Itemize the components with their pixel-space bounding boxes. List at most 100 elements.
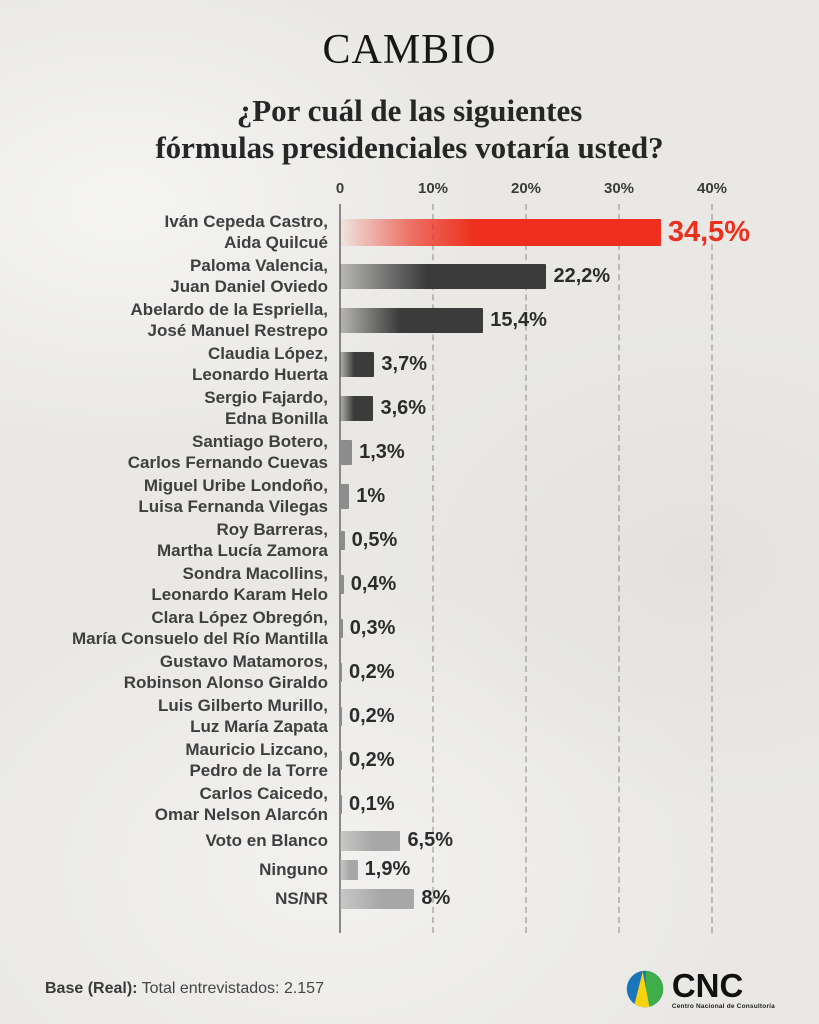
chart-row: Miguel Uribe Londoño, Luisa Fernanda Vile… <box>0 474 819 518</box>
bar-area: 15,4% <box>340 307 819 333</box>
bar <box>340 307 484 333</box>
base-note: Base (Real): Total entrevistados: 2.157 <box>45 980 324 998</box>
candidate-label: Claudia López, Leonardo Huerta <box>0 343 340 385</box>
candidate-label: Voto en Blanco <box>0 830 340 851</box>
candidate-label: NS/NR <box>0 888 340 909</box>
bar <box>340 618 343 638</box>
bar-area: 0,2% <box>340 661 819 684</box>
chart-row: Paloma Valencia, Juan Daniel Oviedo 22,2% <box>0 254 819 298</box>
value-label: 1,9% <box>364 858 411 881</box>
bar <box>340 483 350 509</box>
candidate-label-line: Carlos Caicedo, <box>199 784 329 804</box>
x-tick-0: 0 <box>335 180 345 198</box>
y-axis-line <box>339 204 341 934</box>
candidate-label: Miguel Uribe Londoño, Luisa Fernanda Vile… <box>0 475 340 517</box>
candidate-label-line: Voto en Blanco <box>205 831 328 851</box>
candidate-label-line: Sergio Fajardo, <box>204 388 328 408</box>
value-label: 0,2% <box>349 748 395 771</box>
gridline-30 <box>618 204 620 934</box>
cnc-wordmark: CNC Centro Nacional de Consultoría <box>672 969 775 1011</box>
bar-area: 6,5% <box>340 829 819 852</box>
chart-title-line2: fórmulas presidenciales votaría usted? <box>155 130 664 166</box>
chart-row: Luis Gilberto Murillo, Luz María Zapata 0,… <box>0 694 819 738</box>
candidate-label: Santiago Botero, Carlos Fernando Cuevas <box>0 431 340 473</box>
chart-row: Voto en Blanco 6,5% <box>0 826 819 855</box>
value-label: 8% <box>421 887 451 910</box>
candidate-label-line: Omar Nelson Alarcón <box>154 805 328 825</box>
candidate-label: Iván Cepeda Castro, Aida Quilcué <box>0 211 340 253</box>
bar-area: 1,9% <box>340 858 819 881</box>
candidate-label: Abelardo de la Espriella, José Manuel Res… <box>0 299 340 341</box>
bar-area: 22,2% <box>340 263 819 289</box>
base-note-value: Total entrevistados: 2.157 <box>137 980 324 998</box>
bar-area: 34,5% <box>340 216 819 249</box>
candidate-label-line: Roy Barreras, <box>216 520 328 540</box>
value-label: 1,3% <box>359 440 405 463</box>
candidate-label: Ninguno <box>0 859 340 880</box>
bar <box>340 395 374 421</box>
candidate-label-line: Santiago Botero, <box>191 432 328 452</box>
value-label: 3,6% <box>380 396 427 419</box>
value-label: 0,1% <box>349 792 395 815</box>
bar <box>340 888 415 909</box>
bar-area: 3,6% <box>340 395 819 421</box>
candidate-label-line: Leonardo Karam Helo <box>151 585 328 605</box>
chart-row: Carlos Caicedo, Omar Nelson Alarcón 0,1% <box>0 782 819 826</box>
x-tick-10: 10% <box>417 180 449 198</box>
candidate-label-line: Leonardo Huerta <box>191 365 328 385</box>
value-label: 34,5% <box>667 215 751 248</box>
chart-row: Abelardo de la Espriella, José Manuel Res… <box>0 298 819 342</box>
bar-area: 3,7% <box>340 351 819 377</box>
value-label: 15,4% <box>490 308 547 331</box>
candidate-label-line: Iván Cepeda Castro, <box>164 212 328 232</box>
poll-bar-chart: 0 10% 20% 30% 40% Iván Cepeda Castro, Aida Qu… <box>0 180 819 934</box>
bar <box>340 574 344 594</box>
candidate-label-line: Sondra Macollins, <box>182 564 328 584</box>
bar <box>340 439 353 465</box>
cnc-logo: CNC Centro Nacional de Consultoría <box>626 969 775 1011</box>
value-label: 1% <box>356 484 386 507</box>
candidate-label-line: Luz María Zapata <box>190 717 328 737</box>
candidate-label-line: Edna Bonilla <box>225 409 328 429</box>
chart-title-line1: ¿Por cuál de las siguientes <box>236 93 583 128</box>
candidate-label-line: Paloma Valencia, <box>190 256 328 276</box>
value-label: 3,7% <box>381 352 427 375</box>
bar-area: 0,5% <box>340 529 819 552</box>
cambio-masthead: CAMBIO <box>322 27 497 73</box>
candidate-label-line: María Consuelo del Río Mantilla <box>72 629 328 649</box>
bar-area: 8% <box>340 887 819 910</box>
bar-area: 1% <box>340 483 819 509</box>
candidate-label: Gustavo Matamoros, Robinson Alonso Girald… <box>0 651 340 693</box>
chart-row: Ninguno 1,9% <box>0 855 819 884</box>
candidate-label-line: Luis Gilberto Murillo, <box>158 696 328 716</box>
value-label: 22,2% <box>553 264 611 287</box>
bar <box>340 794 342 814</box>
candidate-label: Mauricio Lizcano, Pedro de la Torre <box>0 739 340 781</box>
chart-row: Sondra Macollins, Leonardo Karam Helo 0,4% <box>0 562 819 606</box>
x-axis-ticks: 0 10% 20% 30% 40% <box>0 180 819 204</box>
candidate-label-line: Aida Quilcué <box>224 233 328 253</box>
cnc-circle-icon <box>626 971 664 1008</box>
bar <box>340 859 358 880</box>
gridline-10 <box>432 204 434 934</box>
bar-area: 0,1% <box>340 793 819 816</box>
candidate-label-line: Miguel Uribe Londoño, <box>143 476 328 496</box>
value-label: 0,3% <box>349 616 396 639</box>
candidate-label-line: Luisa Fernanda Vilegas <box>138 497 328 517</box>
cnc-tagline: Centro Nacional de Consultoría <box>671 1002 775 1010</box>
gridline-40 <box>711 204 713 934</box>
candidate-label-line: Martha Lucía Zamora <box>157 541 328 561</box>
candidate-label-line: Juan Daniel Oviedo <box>170 277 328 297</box>
candidate-label: Sergio Fajardo, Edna Bonilla <box>0 387 340 429</box>
chart-row: Mauricio Lizcano, Pedro de la Torre 0,2% <box>0 738 819 782</box>
chart-row: Sergio Fajardo, Edna Bonilla 3,6% <box>0 386 819 430</box>
value-label: 0,5% <box>351 528 398 551</box>
footer: Base (Real): Total entrevistados: 2.157 … <box>0 969 819 1011</box>
value-label: 6,5% <box>407 829 454 852</box>
candidate-label-line: Claudia López, <box>208 344 328 364</box>
bar <box>340 530 345 550</box>
chart-row: Roy Barreras, Martha Lucía Zamora 0,5% <box>0 518 819 562</box>
bar <box>340 662 342 682</box>
candidate-label: Luis Gilberto Murillo, Luz María Zapata <box>0 695 340 737</box>
value-label: 0,2% <box>349 704 395 727</box>
